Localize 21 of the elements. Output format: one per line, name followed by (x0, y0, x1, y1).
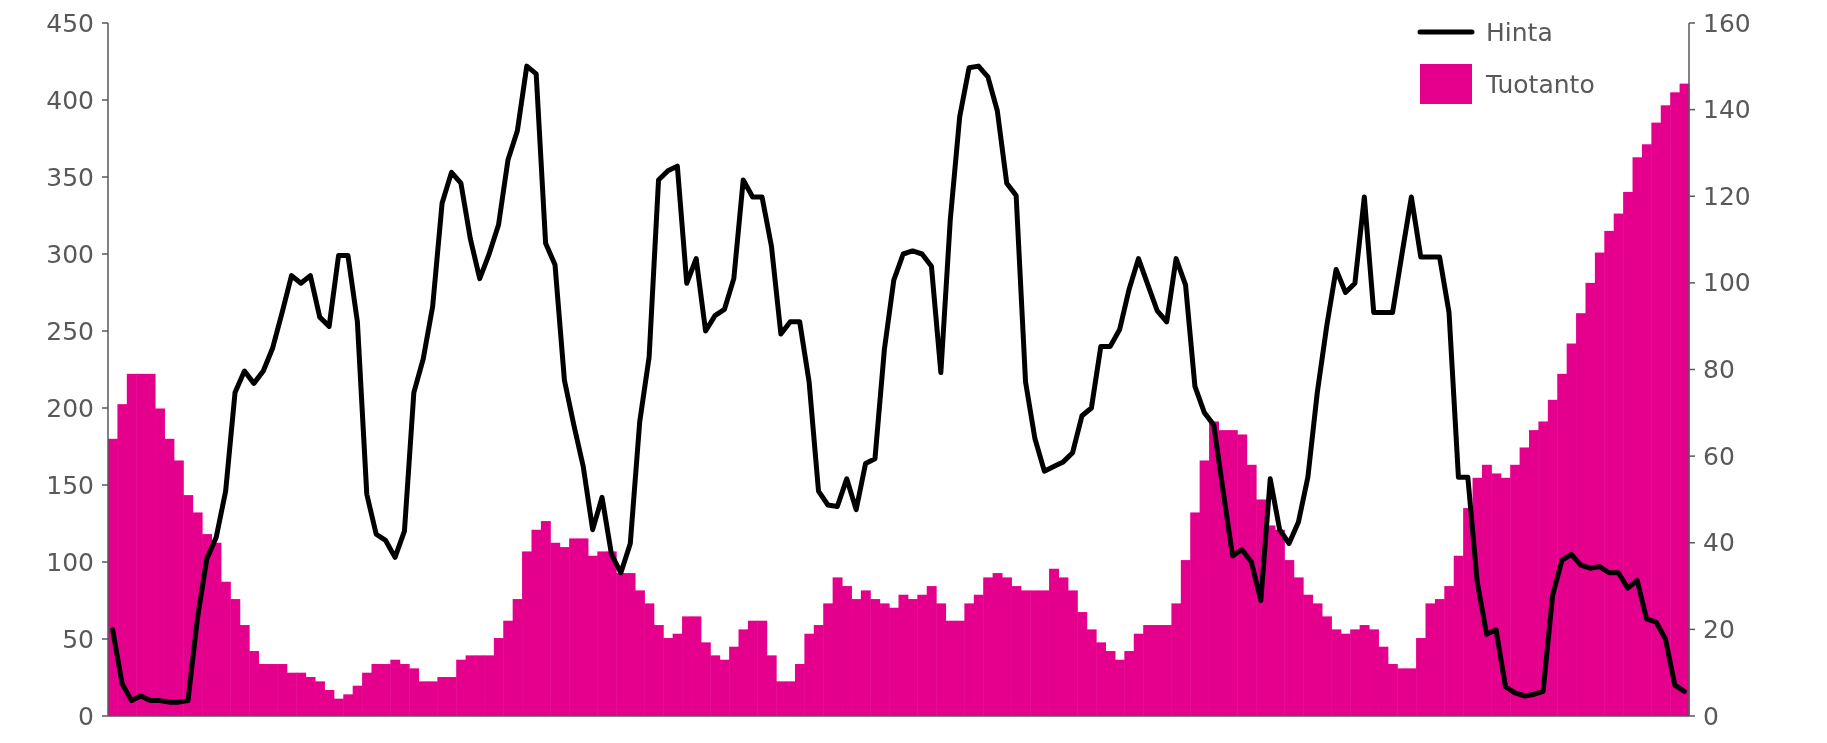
y-tick-label: 450 (46, 8, 94, 38)
y2-tick-label: 160 (1703, 8, 1751, 38)
y2-tick-label: 100 (1703, 268, 1751, 298)
y2-tick-label: 120 (1703, 181, 1751, 211)
legend-label: Tuotanto (1485, 69, 1595, 99)
y2-tick-label: 20 (1703, 614, 1735, 644)
y-tick-label: 300 (46, 239, 94, 269)
y-tick-label: 350 (46, 162, 94, 192)
y2-tick-label: 80 (1703, 355, 1735, 384)
y-tick-label: 200 (46, 393, 94, 423)
y2-tick-label: 140 (1703, 95, 1751, 125)
y2-tick-label: 40 (1703, 528, 1735, 558)
y-tick-label: 50 (62, 624, 94, 654)
legend-label: Hinta (1486, 17, 1553, 47)
y-tick-label: 150 (46, 470, 94, 500)
y-tick-label: 400 (46, 85, 94, 115)
y-tick-label: 100 (46, 547, 94, 577)
y2-tick-label: 60 (1703, 441, 1735, 471)
y2-tick-label: 0 (1703, 701, 1719, 731)
y-tick-label: 250 (46, 316, 94, 346)
y-tick-label: 0 (78, 701, 94, 731)
